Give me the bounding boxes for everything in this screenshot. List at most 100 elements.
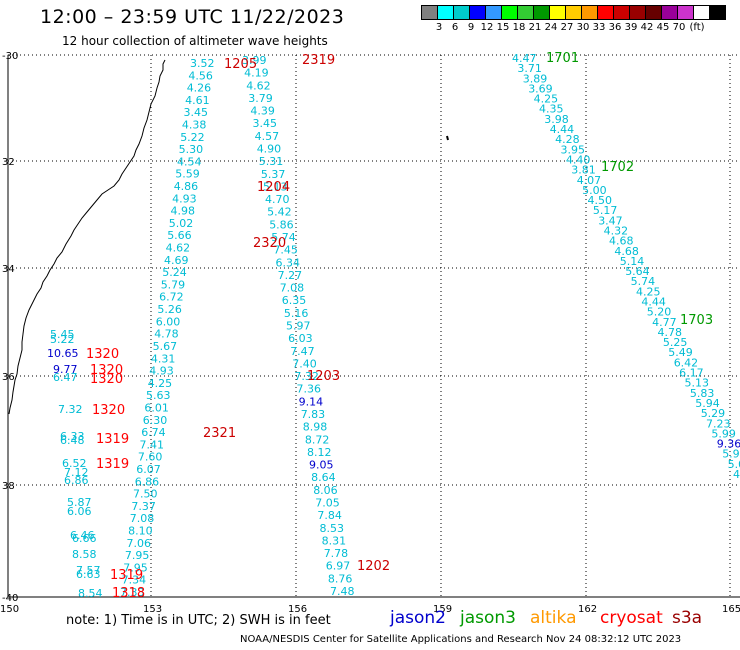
wave-height-label: 7.06 [127,537,152,550]
wave-height-label: 9.14 [299,395,324,408]
wave-height-label: 4.62 [166,242,191,255]
wave-height-label: 6.30 [143,414,168,427]
wave-height-label: 8.54 [78,587,103,600]
wave-height-label: 5.64 [625,265,650,278]
wave-height-label: 5.22 [50,333,75,346]
wave-height-label: 6.07 [136,463,161,476]
wave-height-label: 7.08 [130,512,155,525]
track-time-label-cryosat: 1319 [110,568,143,583]
wave-height-label: 5.30 [179,143,204,156]
wave-height-label: 7.34 [122,574,147,587]
wave-height-label: 4.86 [174,180,199,193]
wave-height-label: 4.38 [182,119,207,132]
track-time-label-jason3: 1702 [601,160,634,175]
wave-height-label: 5.49 [668,346,693,359]
track-time-label-jason3: 1701 [546,51,579,66]
wave-height-label: 7.50 [133,488,158,501]
island-dot [446,135,449,141]
wave-height-label: 8.06 [313,484,338,497]
track-time-label-cryosat: 1319 [96,457,129,472]
wave-height-label: 6.01 [144,402,169,415]
wave-height-label: 8.10 [128,525,153,538]
track-time-label-cryosat: 1320 [92,403,125,418]
wave-height-label: 7.05 [315,497,340,510]
wave-height-label: 4.70 [265,193,290,206]
wave-height-label: 5.99 [711,427,736,440]
lon-tick-label: 165 [722,604,740,615]
lat-lon-grid [7,54,740,598]
wave-height-label: 5.59 [175,168,200,181]
colorbar-tick-label: 12 [480,22,494,33]
wave-height-label: 3.47 [598,214,623,227]
wave-height-label: 3.79 [248,92,272,105]
wave-height-label: 5.20 [647,306,672,319]
wave-height-label: 5.97 [722,448,740,461]
track-time-label-s3a: 1202 [357,559,390,574]
wave-height-label: 4.57 [255,130,280,143]
colorbar-tick-label: 30 [576,22,590,33]
legend-jason3: jason3 [460,608,516,628]
wave-height-label: 5.16 [284,307,309,320]
wave-height-label: 4.78 [154,328,179,341]
wave-height-label: 6.63 [76,568,101,581]
wave-height-label: 6.06 [67,505,92,518]
wave-height-label: 4.44 [641,296,666,309]
wave-height-label: 7.95 [123,561,148,574]
wave-height-label: 4.44 [550,123,575,136]
wave-height-label: 7.41 [140,438,165,451]
colorbar-unit: (ft) [689,22,705,33]
track-time-label-s3a: 2321 [203,426,236,441]
legend-jason2: jason2 [390,608,446,628]
wave-height-label: 4.61 [185,94,210,107]
wave-height-label: 5.14 [620,255,645,268]
colorbar-tick-label: 6 [451,22,459,33]
wave-height-label: 4.68 [609,235,634,248]
wave-height-label: 8.64 [311,471,336,484]
wave-height-label: 7.60 [138,451,163,464]
wave-height-label: 7.36 [297,383,322,396]
wave-height-label: 6.97 [326,560,351,573]
legend-altika: altika [530,608,577,628]
wave-height-label: 4.26 [187,82,212,95]
wave-height-label: 4.50 [588,194,613,207]
lat-tick-label: -30 [2,51,18,62]
wave-height-label: 3.95 [561,143,586,156]
track-time-labels: 1205 2319 1204 2320 1203 2321 1202 1701 1702 1703… [86,51,713,601]
lat-tick-label: 36 [2,372,15,383]
wave-height-label: 7.45 [273,244,298,257]
wave-height-label: 5.13 [263,180,288,193]
wave-height-label: 7.23 [706,417,731,430]
track-time-label-cryosat: 1318 [112,586,145,601]
wave-height-label: 5.17 [593,204,618,217]
track-time-label-cryosat: 1319 [96,432,129,447]
lon-tick-label: 153 [143,604,162,615]
wave-height-label: 4.77 [652,316,677,329]
wave-height-label: 5.67 [153,340,178,353]
colorbar-tick-label: 39 [624,22,638,33]
wave-height-label: 8.12 [307,446,332,459]
legend-cryosat: cryosat [600,608,663,628]
lat-tick-label: 34 [2,264,15,275]
wave-height-label: 5.37 [261,168,286,181]
wave-height-label: 6.72 [159,291,184,304]
wave-height-label: 4.19 [244,67,269,80]
wave-height-label: 8.53 [320,522,345,535]
wave-height-label: 5.29 [701,407,726,420]
wave-height-label: 7.08 [280,282,305,295]
wave-height-label: 5.22 [180,131,205,144]
wave-height-label: 4.35 [539,103,564,116]
track-time-label-s3a: 2320 [253,236,286,251]
wave-height-label: 4.78 [658,326,683,339]
wave-height-label: 5.83 [690,387,715,400]
track-time-label-s3a: 1205 [224,57,257,72]
wave-height-label: 5.26 [157,303,182,316]
wave-height-label: 7.95 [125,549,149,562]
wave-height-label: 3.99 [242,54,267,67]
wave-height-label: 9.77 [53,363,78,376]
wave-height-label: 6.03 [288,332,313,345]
wave-height-label: 3.98 [544,113,569,126]
map-frame [7,55,740,598]
wave-height-label: 4.32 [604,225,629,238]
wave-height-label: 8.31 [322,534,347,547]
wave-height-label: 4.25 [636,285,661,298]
